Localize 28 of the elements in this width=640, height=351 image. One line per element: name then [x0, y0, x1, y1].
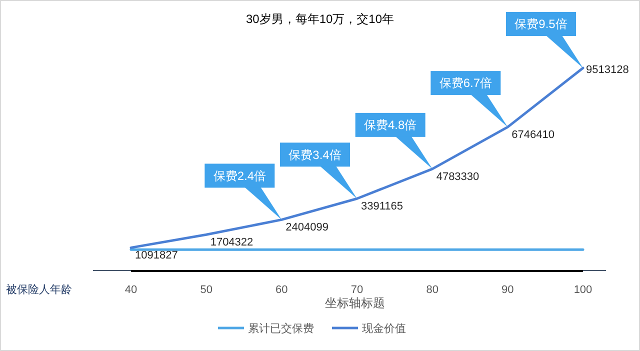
x-tick-label: 40 — [124, 284, 138, 296]
annotation-callout: 保费9.5倍 — [506, 12, 583, 68]
x-tick-label: 50 — [200, 284, 212, 296]
annotation-callout: 保费3.4倍 — [280, 142, 357, 199]
data-label: 3391165 — [361, 200, 404, 213]
annotation: 保费4.8倍 — [364, 118, 417, 132]
x-tick-label: 80 — [426, 284, 438, 296]
data-label: 6746410 — [512, 128, 554, 141]
x-tick-label: 90 — [502, 284, 514, 296]
annotation: 保费2.4倍 — [213, 168, 266, 183]
x-tick-label: 70 — [350, 284, 364, 296]
text: 被保险人年龄 — [6, 282, 72, 296]
annotation-callout: 保费6.7倍 — [430, 71, 508, 128]
x-tick-label: 60 — [276, 284, 288, 296]
annotation: 保费6.7倍 — [439, 76, 492, 90]
chart-title: 30岁男，每年10万，交10年 — [246, 12, 394, 26]
annotation-callout: 保费2.4倍 — [204, 164, 282, 220]
x-tick-label: 100 — [574, 284, 592, 296]
annotation-callout: 保费4.8倍 — [355, 112, 432, 169]
legend-label: 现金价值 — [362, 322, 406, 335]
x-axis-title: 坐标轴标题 — [325, 296, 385, 310]
data-label: 2404099 — [286, 222, 328, 234]
data-label: 9513128 — [586, 64, 629, 76]
legend-label: 累计已交保费 — [248, 322, 314, 335]
annotation: 保费3.4倍 — [288, 148, 342, 162]
data-label: 1091827 — [135, 250, 178, 262]
data-label: 4783330 — [436, 170, 480, 183]
data-label: 1704322 — [210, 236, 254, 249]
